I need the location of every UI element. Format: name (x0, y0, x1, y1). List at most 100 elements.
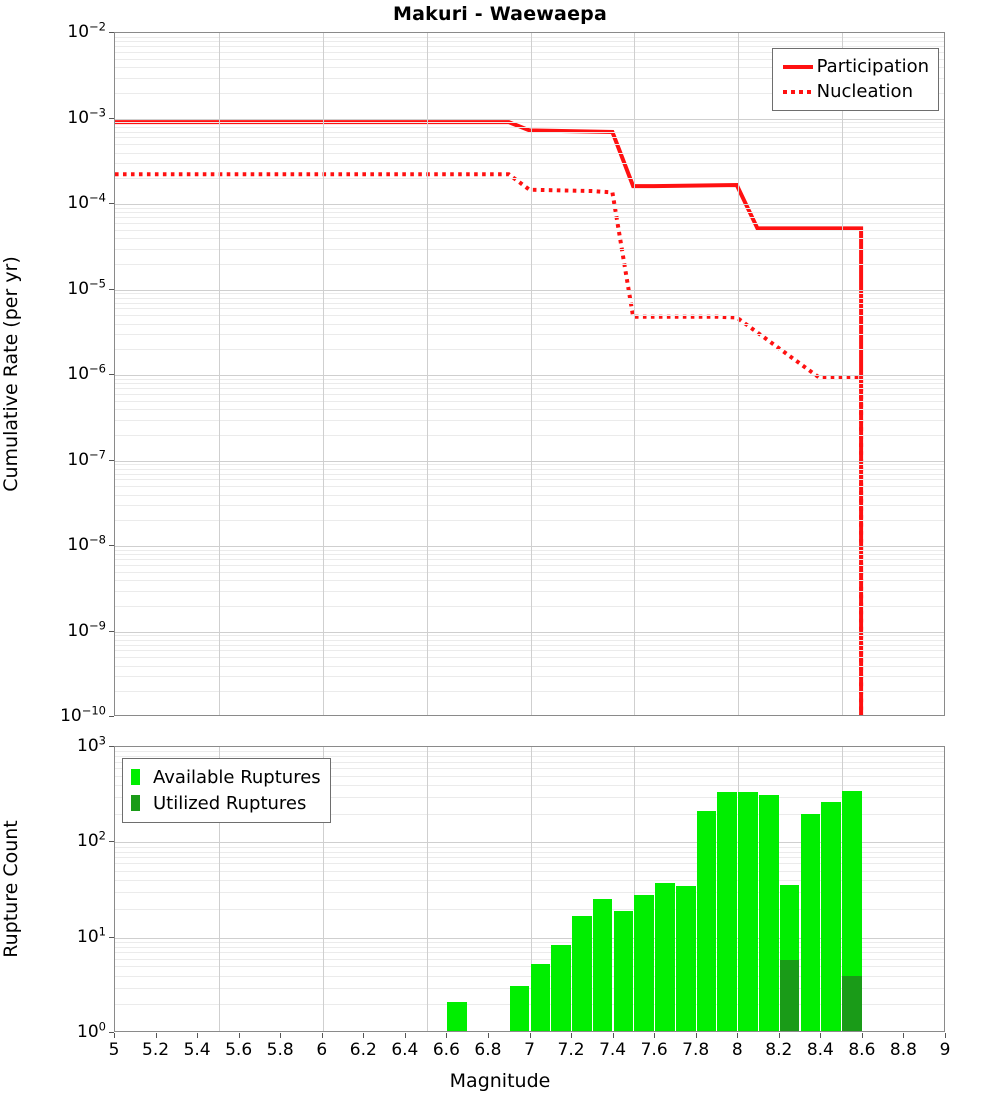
vertical-gridline (427, 33, 428, 715)
available-ruptures-segment (696, 810, 717, 1031)
available-ruptures-segment (759, 794, 779, 1031)
minor-gridline (115, 691, 944, 692)
available-ruptures-segment (530, 964, 551, 1031)
available-ruptures-segment (509, 985, 530, 1031)
minor-gridline (115, 495, 944, 496)
minor-gridline (115, 645, 944, 646)
y-tick-label: 102 (77, 828, 106, 852)
rupture-count-bar (821, 801, 841, 1031)
minor-gridline (115, 93, 944, 94)
x-tick-label: 5.8 (266, 1040, 294, 1060)
minor-gridline (115, 388, 944, 389)
minor-gridline (115, 857, 944, 858)
major-gridline (115, 290, 944, 291)
available-ruptures-segment (842, 790, 862, 1031)
x-tick-label: 7.4 (599, 1040, 627, 1060)
legend-label-available-ruptures: Available Ruptures (153, 766, 321, 788)
minor-gridline (115, 852, 944, 853)
minor-gridline (115, 153, 944, 154)
minor-gridline (115, 308, 944, 309)
minor-gridline (115, 303, 944, 304)
rupture-count-bar (842, 790, 862, 1031)
legend-item-participation[interactable]: Participation (781, 54, 929, 79)
dark-green-swatch (131, 795, 151, 811)
rupture-count-bar (655, 882, 675, 1031)
minor-gridline (115, 223, 944, 224)
x-tick-label: 5.4 (183, 1040, 211, 1060)
x-tick-mark (612, 1033, 614, 1038)
legend-item-available-ruptures[interactable]: Available Ruptures (131, 764, 321, 790)
x-tick-mark (487, 1033, 489, 1038)
x-tick-label: 8 (731, 1040, 743, 1060)
legend-label-utilized-ruptures: Utilized Ruptures (153, 792, 307, 814)
minor-gridline (115, 264, 944, 265)
x-tick-mark (446, 1033, 448, 1038)
available-ruptures-segment (592, 899, 613, 1031)
y-tick-label: 101 (77, 924, 106, 947)
minor-gridline (115, 947, 944, 948)
minor-gridline (115, 78, 944, 79)
vertical-gridline (531, 33, 532, 715)
rupture-count-bar (800, 813, 821, 1031)
minor-gridline (115, 814, 944, 815)
major-gridline (115, 204, 944, 205)
rupture-count-bar (551, 944, 571, 1031)
x-tick-label: 5 (108, 1040, 120, 1060)
x-tick-label: 9 (939, 1040, 951, 1060)
minor-gridline (115, 217, 944, 218)
minor-gridline (115, 144, 944, 145)
vertical-gridline (323, 33, 324, 715)
minor-gridline (115, 67, 944, 68)
rupture-count-bar (530, 964, 551, 1031)
y-tick-label: 10−4 (67, 190, 106, 213)
available-ruptures-segment (634, 894, 654, 1031)
y-tick-label: 10−3 (67, 104, 106, 128)
x-tick-label: 5.2 (142, 1040, 170, 1060)
major-gridline (115, 375, 944, 376)
minor-gridline (115, 942, 944, 943)
vertical-gridline (842, 33, 843, 715)
minor-gridline (115, 880, 944, 881)
top-panel-legend: Participation Nucleation (771, 48, 939, 111)
minor-gridline (115, 435, 944, 436)
bright-green-swatch (131, 769, 151, 785)
y-tick-mark (109, 117, 114, 119)
rupture-count-bar (613, 911, 634, 1031)
x-tick-mark (654, 1033, 656, 1038)
x-tick-mark (820, 1033, 822, 1038)
minor-gridline (115, 469, 944, 470)
minor-gridline (115, 420, 944, 421)
x-tick-label: 8.8 (889, 1040, 917, 1060)
y-tick-mark (109, 1032, 114, 1033)
x-tick-mark (197, 1033, 199, 1038)
available-ruptures-segment (551, 944, 571, 1031)
major-gridline (115, 842, 944, 843)
minor-gridline (115, 486, 944, 487)
y-tick-mark (109, 716, 114, 717)
y-tick-label: 10−6 (67, 361, 106, 384)
x-tick-mark (114, 1033, 115, 1038)
minor-gridline (115, 315, 944, 316)
minor-gridline (115, 383, 944, 384)
minor-gridline (115, 122, 944, 123)
rupture-count-bar (592, 899, 613, 1031)
minor-gridline (115, 871, 944, 872)
minor-gridline (115, 988, 944, 989)
minor-gridline (115, 640, 944, 641)
minor-gridline (115, 379, 944, 380)
legend-item-utilized-ruptures[interactable]: Utilized Ruptures (131, 790, 321, 816)
major-gridline (115, 461, 944, 462)
vertical-gridline (427, 747, 428, 1031)
legend-item-nucleation[interactable]: Nucleation (781, 79, 929, 104)
major-gridline (115, 632, 944, 633)
major-gridline (115, 119, 944, 120)
vertical-gridline (738, 33, 739, 715)
rate-curves (115, 120, 864, 715)
available-ruptures-segment (717, 792, 738, 1031)
vertical-gridline (531, 747, 532, 1031)
x-tick-mark (945, 1033, 946, 1038)
rupture-count-bar (509, 985, 530, 1031)
minor-gridline (115, 676, 944, 677)
minor-gridline (115, 966, 944, 967)
rupture-count-bar (759, 794, 779, 1031)
